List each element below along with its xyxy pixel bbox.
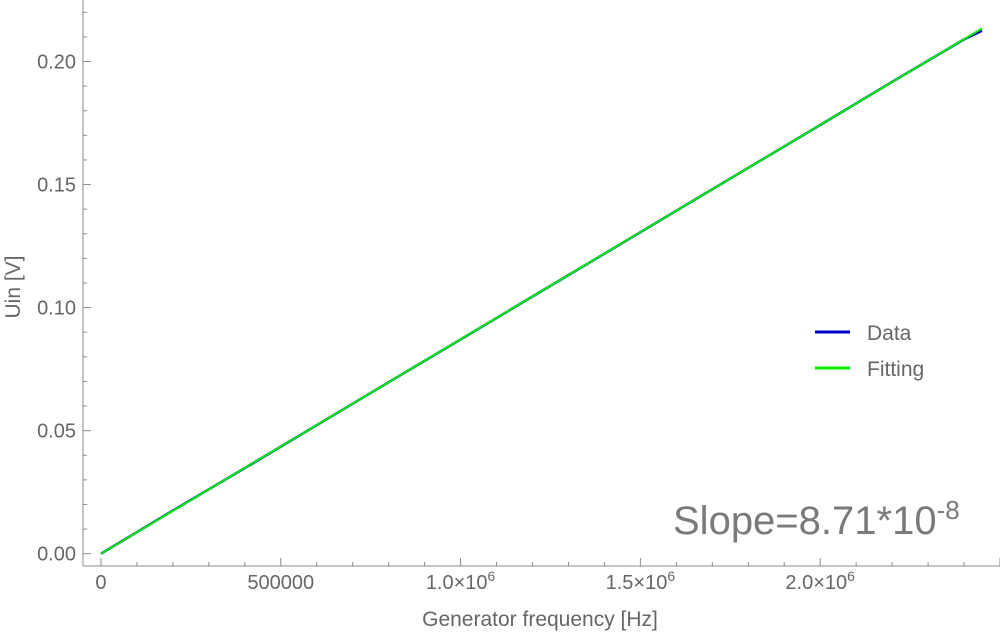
y-tick-label: 0.15 — [37, 175, 76, 197]
x-axis-label: Generator frequency [Hz] — [422, 608, 658, 631]
x-tick-label-base: 0 — [95, 572, 106, 594]
y-tick-label: 0.00 — [37, 544, 76, 566]
x-tick-label: 2.0×106 — [785, 568, 855, 594]
x-tick-label-base: 500000 — [247, 572, 314, 594]
x-tick-label: 500000 — [247, 572, 314, 594]
x-tick-label-exponent: 6 — [488, 568, 496, 584]
x-tick-label-exponent: 6 — [847, 568, 855, 584]
y-tick-label: 0.10 — [37, 298, 76, 320]
x-tick-label: 1.0×106 — [426, 568, 496, 594]
y-tick-label: 0.20 — [37, 52, 76, 74]
x-tick-label-base: 2.0×10 — [785, 572, 847, 594]
x-tick-label-base: 1.5×10 — [606, 572, 668, 594]
legend-label-fitting: Fitting — [867, 358, 924, 381]
x-tick-label: 0 — [95, 572, 106, 594]
slope-annotation: Slope=8.71*10-8 — [673, 495, 960, 543]
y-tick-label: 0.05 — [37, 421, 76, 443]
slope-annotation-text: Slope=8.71*10 — [673, 499, 937, 543]
y-axis-label: Uin [V] — [2, 255, 25, 318]
series-lines — [100, 27, 983, 555]
slope-annotation-exponent: -8 — [937, 495, 960, 525]
ticks: 0 500000 1.0×106 1.5×106 2.0×1060.000.050.10… — [37, 11, 1000, 594]
legend: Data Fitting — [815, 322, 924, 381]
series-line-fitting — [100, 27, 983, 555]
x-tick-label-base: 1.0×10 — [426, 572, 488, 594]
x-tick-label-exponent: 6 — [667, 568, 675, 584]
x-tick-label: 1.5×106 — [606, 568, 676, 594]
legend-label-data: Data — [867, 322, 912, 345]
